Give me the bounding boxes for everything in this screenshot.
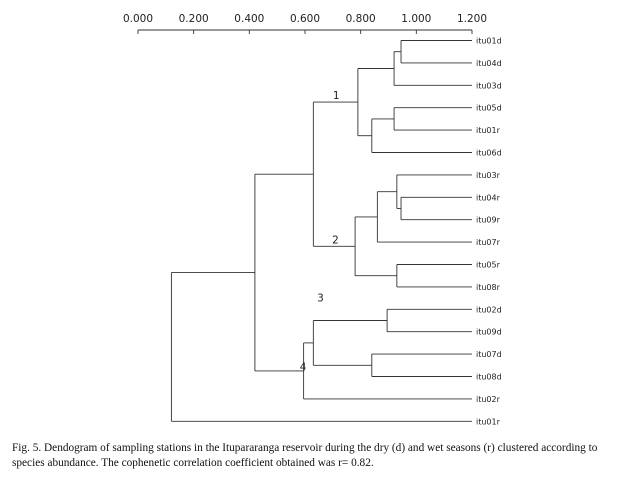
leaf-label: itu09d <box>476 328 502 337</box>
axis-tick-label: 0.800 <box>346 13 376 25</box>
leaf-labels: itu01d itu04d itu03d itu05d itu01r itu06d itu0… <box>476 37 502 427</box>
leaf-label: itu05r <box>476 261 501 270</box>
cluster-label: 2 <box>332 234 339 246</box>
axis-tick-label: 1.200 <box>457 13 487 25</box>
leaf-label: itu02d <box>476 305 502 314</box>
cluster-labels: 1 2 3 4 <box>300 90 340 373</box>
leaf-label: itu09r <box>476 216 501 225</box>
leaf-label: itu01r <box>476 417 501 426</box>
axis-tick-label: 0.200 <box>179 13 209 25</box>
leaf-label: itu03r <box>476 171 501 180</box>
x-axis: 0.000 0.200 0.400 0.600 0.800 1.000 1.200 <box>123 13 487 34</box>
leaf-label: itu05d <box>476 104 502 113</box>
leaf-label: itu01r <box>476 126 501 135</box>
axis-tick-label: 0.400 <box>234 13 264 25</box>
leaf-label: itu02r <box>476 395 501 404</box>
leaf-label: itu08r <box>476 283 501 292</box>
leaf-label: itu04d <box>476 59 502 68</box>
figure-caption: Fig. 5. Dendogram of sampling stations i… <box>12 442 598 469</box>
dendrogram-links <box>170 40 472 422</box>
leaf-label: itu01d <box>476 37 502 46</box>
leaf-label: itu06d <box>476 149 502 158</box>
leaf-label: itu07r <box>476 238 501 247</box>
leaf-label: itu07d <box>476 350 502 359</box>
axis-tick-label: 0.600 <box>290 13 320 25</box>
leaf-label: itu08d <box>476 373 502 382</box>
axis-tick-label: 0.000 <box>123 13 153 25</box>
cluster-label: 3 <box>317 293 324 305</box>
cluster-label: 4 <box>300 361 307 373</box>
cluster-label: 1 <box>333 90 340 102</box>
leaf-label: itu03d <box>476 81 502 90</box>
axis-tick-label: 1.000 <box>401 13 431 25</box>
leaf-label: itu04r <box>476 193 501 202</box>
